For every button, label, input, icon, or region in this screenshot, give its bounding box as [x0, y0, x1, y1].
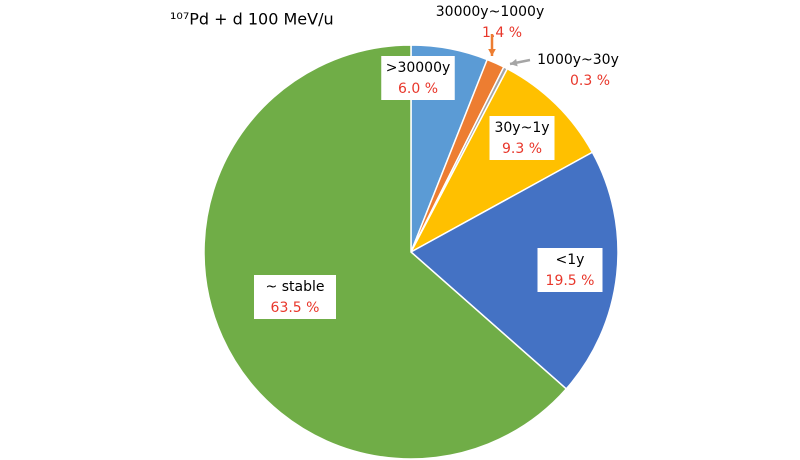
chart-title: ¹⁰⁷Pd + d 100 MeV/u — [170, 10, 334, 29]
category-label: 30000y~1000y — [436, 4, 544, 20]
slice-label: ~ stable 63.5 % — [254, 275, 336, 319]
pie-slice — [203, 44, 568, 460]
label-box — [537, 248, 603, 292]
pie-slice — [409, 151, 619, 390]
slice-label: <1y 19.5 % — [537, 248, 603, 292]
category-label: ~ stable — [266, 279, 325, 295]
category-label: 30y~1y — [494, 120, 549, 136]
label-box — [254, 275, 336, 319]
value-label: 1.4 % — [482, 25, 522, 41]
slice-label: 30000y~1000y 1.4 % — [436, 4, 544, 56]
slice-label: 1000y~30y 0.3 % — [509, 52, 619, 89]
arrow-head — [488, 48, 496, 56]
arrow-head — [510, 58, 518, 67]
category-label: <1y — [556, 252, 585, 268]
category-label: 1000y~30y — [537, 52, 619, 68]
slice-label: 30y~1y 9.3 % — [489, 116, 555, 160]
value-label: 9.3 % — [502, 141, 542, 157]
value-label: 19.5 % — [546, 273, 595, 289]
value-label: 6.0 % — [398, 81, 438, 97]
category-label: >30000y — [386, 60, 451, 76]
slice-label: >30000y 6.0 % — [381, 56, 455, 100]
value-label: 63.5 % — [271, 300, 320, 316]
label-box — [489, 116, 555, 160]
pie-slice — [409, 67, 594, 254]
value-label: 0.3 % — [570, 73, 610, 89]
label-box — [381, 56, 455, 100]
